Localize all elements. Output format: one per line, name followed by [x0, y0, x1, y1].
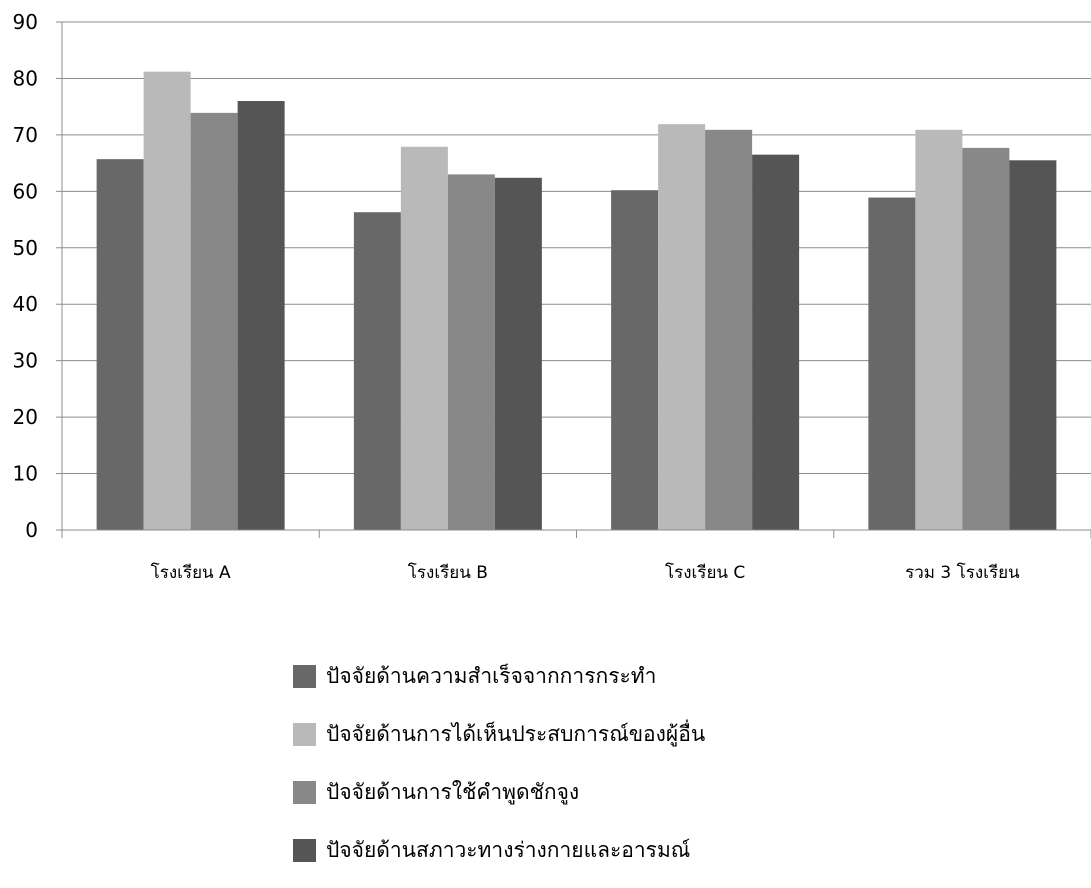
- bar: [494, 177, 542, 530]
- legend-item: ปัจจัยด้านสภาวะทางร่างกายและอารมณ์: [293, 830, 705, 870]
- legend-item: ปัจจัยด้านการใช้คำพูดชักจูง: [293, 772, 705, 812]
- legend-label: ปัจจัยด้านการใช้คำพูดชักจูง: [326, 779, 580, 804]
- bar: [1009, 160, 1057, 531]
- bar: [611, 190, 659, 530]
- y-axis-tick-labels: 0 10 20 30 40 50 60 70 80 90: [13, 10, 38, 542]
- legend-swatch: [293, 780, 316, 804]
- legend-label: ปัจจัยด้านความสำเร็จจากการกระทำ: [326, 663, 657, 688]
- legend-label: ปัจจัยด้านการได้เห็นประสบการณ์ของผู้อื่น: [326, 721, 706, 746]
- y-tick-label: 50: [13, 236, 38, 260]
- bar: [190, 112, 238, 531]
- bar: [143, 71, 191, 530]
- y-tick-label: 20: [13, 405, 38, 429]
- bar: [400, 146, 448, 530]
- bar: [705, 129, 753, 530]
- y-tick-label: 0: [25, 518, 38, 542]
- legend-label: ปัจจัยด้านสภาวะทางร่างกายและอารมณ์: [326, 837, 691, 862]
- bar: [96, 159, 144, 530]
- x-category-label: โรงเรียน B: [408, 562, 488, 583]
- x-category-label: รวม 3 โรงเรียน: [905, 562, 1020, 583]
- bar: [752, 154, 800, 530]
- bar: [915, 129, 963, 530]
- x-category-label: โรงเรียน A: [151, 562, 231, 583]
- bar: [868, 197, 916, 530]
- bar: [962, 147, 1010, 531]
- legend-item: ปัจจัยด้านความสำเร็จจากการกระทำ: [293, 656, 705, 696]
- legend: ปัจจัยด้านความสำเร็จจากการกระทำ ปัจจัยด้…: [293, 656, 705, 888]
- legend-item: ปัจจัยด้านการได้เห็นประสบการณ์ของผู้อื่น: [293, 714, 705, 754]
- y-tick-label: 40: [13, 292, 38, 316]
- bar-chart: 0 10 20 30 40 50 60 70 80 90 โรงเรียน A โรงเรียน B…: [13, 10, 1091, 583]
- bars: [96, 71, 1057, 531]
- y-tick-label: 60: [13, 179, 38, 203]
- x-category-label: โรงเรียน C: [665, 562, 745, 583]
- y-tick-label: 90: [13, 10, 38, 34]
- bar: [658, 124, 706, 531]
- x-axis-ticks: [61, 530, 1091, 538]
- bar: [447, 174, 495, 530]
- legend-swatch: [293, 838, 316, 862]
- y-tick-label: 10: [13, 462, 38, 486]
- y-tick-label: 30: [13, 349, 38, 373]
- x-axis-category-labels: โรงเรียน A โรงเรียน B โรงเรียน C รวม 3 โรงเ…: [151, 562, 1020, 583]
- bar: [237, 101, 285, 531]
- legend-swatch: [293, 664, 316, 688]
- y-tick-label: 80: [13, 66, 38, 90]
- y-tick-label: 70: [13, 123, 38, 147]
- bar: [353, 212, 401, 530]
- legend-swatch: [293, 722, 316, 746]
